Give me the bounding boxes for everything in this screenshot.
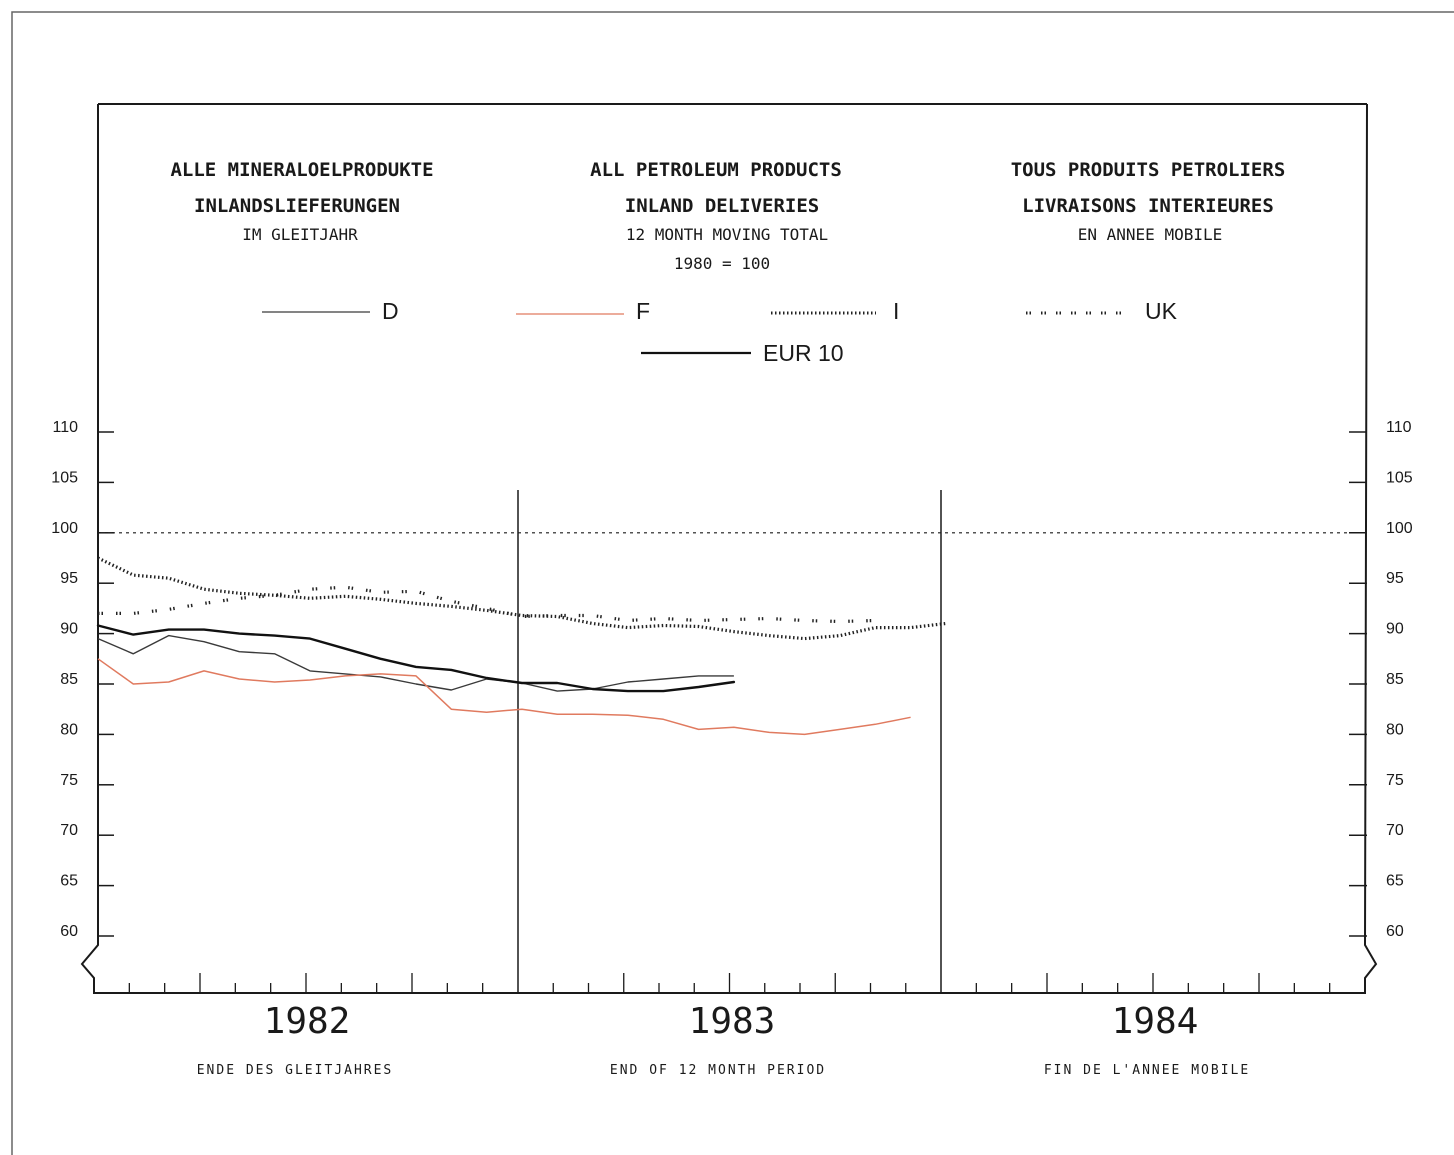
series-line-uk xyxy=(98,585,876,624)
y-tick-label-right-60: 60 xyxy=(1386,923,1404,940)
year-label-1982: 1982 xyxy=(264,1001,351,1042)
y-tick-label-left-70: 70 xyxy=(60,822,78,839)
y-tick-label-left-80: 80 xyxy=(60,721,78,738)
series-layer xyxy=(96,556,947,736)
y-tick-label-left-110: 110 xyxy=(52,419,78,436)
y-tick-label-right-80: 80 xyxy=(1386,721,1404,738)
y-tick-label-right-75: 75 xyxy=(1386,772,1404,789)
y-tick-label-left-90: 90 xyxy=(60,621,78,638)
y-tick-label-left-60: 60 xyxy=(60,923,78,940)
series-line-f xyxy=(97,658,911,736)
title-de-line2: INLANDSLIEFERUNGEN xyxy=(194,195,400,217)
y-tick-label-right-90: 90 xyxy=(1386,621,1404,638)
legend-label-eur10: EUR 10 xyxy=(763,340,844,366)
title-fr-line2: LIVRAISONS INTERIEURES xyxy=(1022,195,1274,217)
series-line-i xyxy=(97,556,947,641)
footer-en: END OF 12 MONTH PERIOD xyxy=(610,1063,826,1078)
y-tick-label-left-105: 105 xyxy=(51,469,78,486)
title-fr-line3: EN ANNEE MOBILE xyxy=(1078,225,1223,244)
series-line-d xyxy=(97,634,734,692)
title-en-line1: ALL PETROLEUM PRODUCTS xyxy=(590,159,842,181)
axis-layer: 110 110 105 105 100 100 95 95 90 90 85 85 80 80 75 75 70… xyxy=(51,419,1413,993)
y-tick-label-left-100: 100 xyxy=(51,520,78,537)
series-line-eur10 xyxy=(96,624,736,693)
y-tick-label-right-70: 70 xyxy=(1386,822,1404,839)
legend-label-f: F xyxy=(636,298,650,324)
title-fr-line1: TOUS PRODUITS PETROLIERS xyxy=(1011,159,1286,181)
year-label-1983: 1983 xyxy=(689,1001,776,1042)
legend-label-i: I xyxy=(893,298,899,324)
title-en-line2: INLAND DELIVERIES xyxy=(625,195,819,217)
legend-label-uk: UK xyxy=(1145,298,1178,324)
year-label-1984: 1984 xyxy=(1112,1001,1199,1042)
y-tick-label-right-110: 110 xyxy=(1386,419,1412,436)
legend: D F I UK EUR 10 xyxy=(262,298,1178,366)
title-en-line3: 12 MONTH MOVING TOTAL xyxy=(626,225,828,244)
title-de-line1: ALLE MINERALOELPRODUKTE xyxy=(170,159,433,181)
y-tick-label-right-105: 105 xyxy=(1386,469,1413,486)
y-tick-label-right-100: 100 xyxy=(1386,520,1413,537)
y-tick-label-left-85: 85 xyxy=(60,671,78,688)
legend-label-d: D xyxy=(382,298,399,324)
y-tick-label-left-95: 95 xyxy=(60,570,78,587)
y-tick-label-left-75: 75 xyxy=(60,772,78,789)
y-tick-label-left-65: 65 xyxy=(60,873,78,890)
page-border xyxy=(11,11,1454,1155)
title-de-line3: IM GLEITJAHR xyxy=(242,225,358,244)
footer-de: ENDE DES GLEITJAHRES xyxy=(197,1063,394,1078)
title-en-line4: 1980 = 100 xyxy=(674,254,770,273)
y-tick-label-right-65: 65 xyxy=(1386,873,1404,890)
y-tick-label-right-85: 85 xyxy=(1386,671,1404,688)
y-tick-label-right-95: 95 xyxy=(1386,570,1404,587)
footer-fr: FIN DE L'ANNEE MOBILE xyxy=(1044,1063,1250,1078)
